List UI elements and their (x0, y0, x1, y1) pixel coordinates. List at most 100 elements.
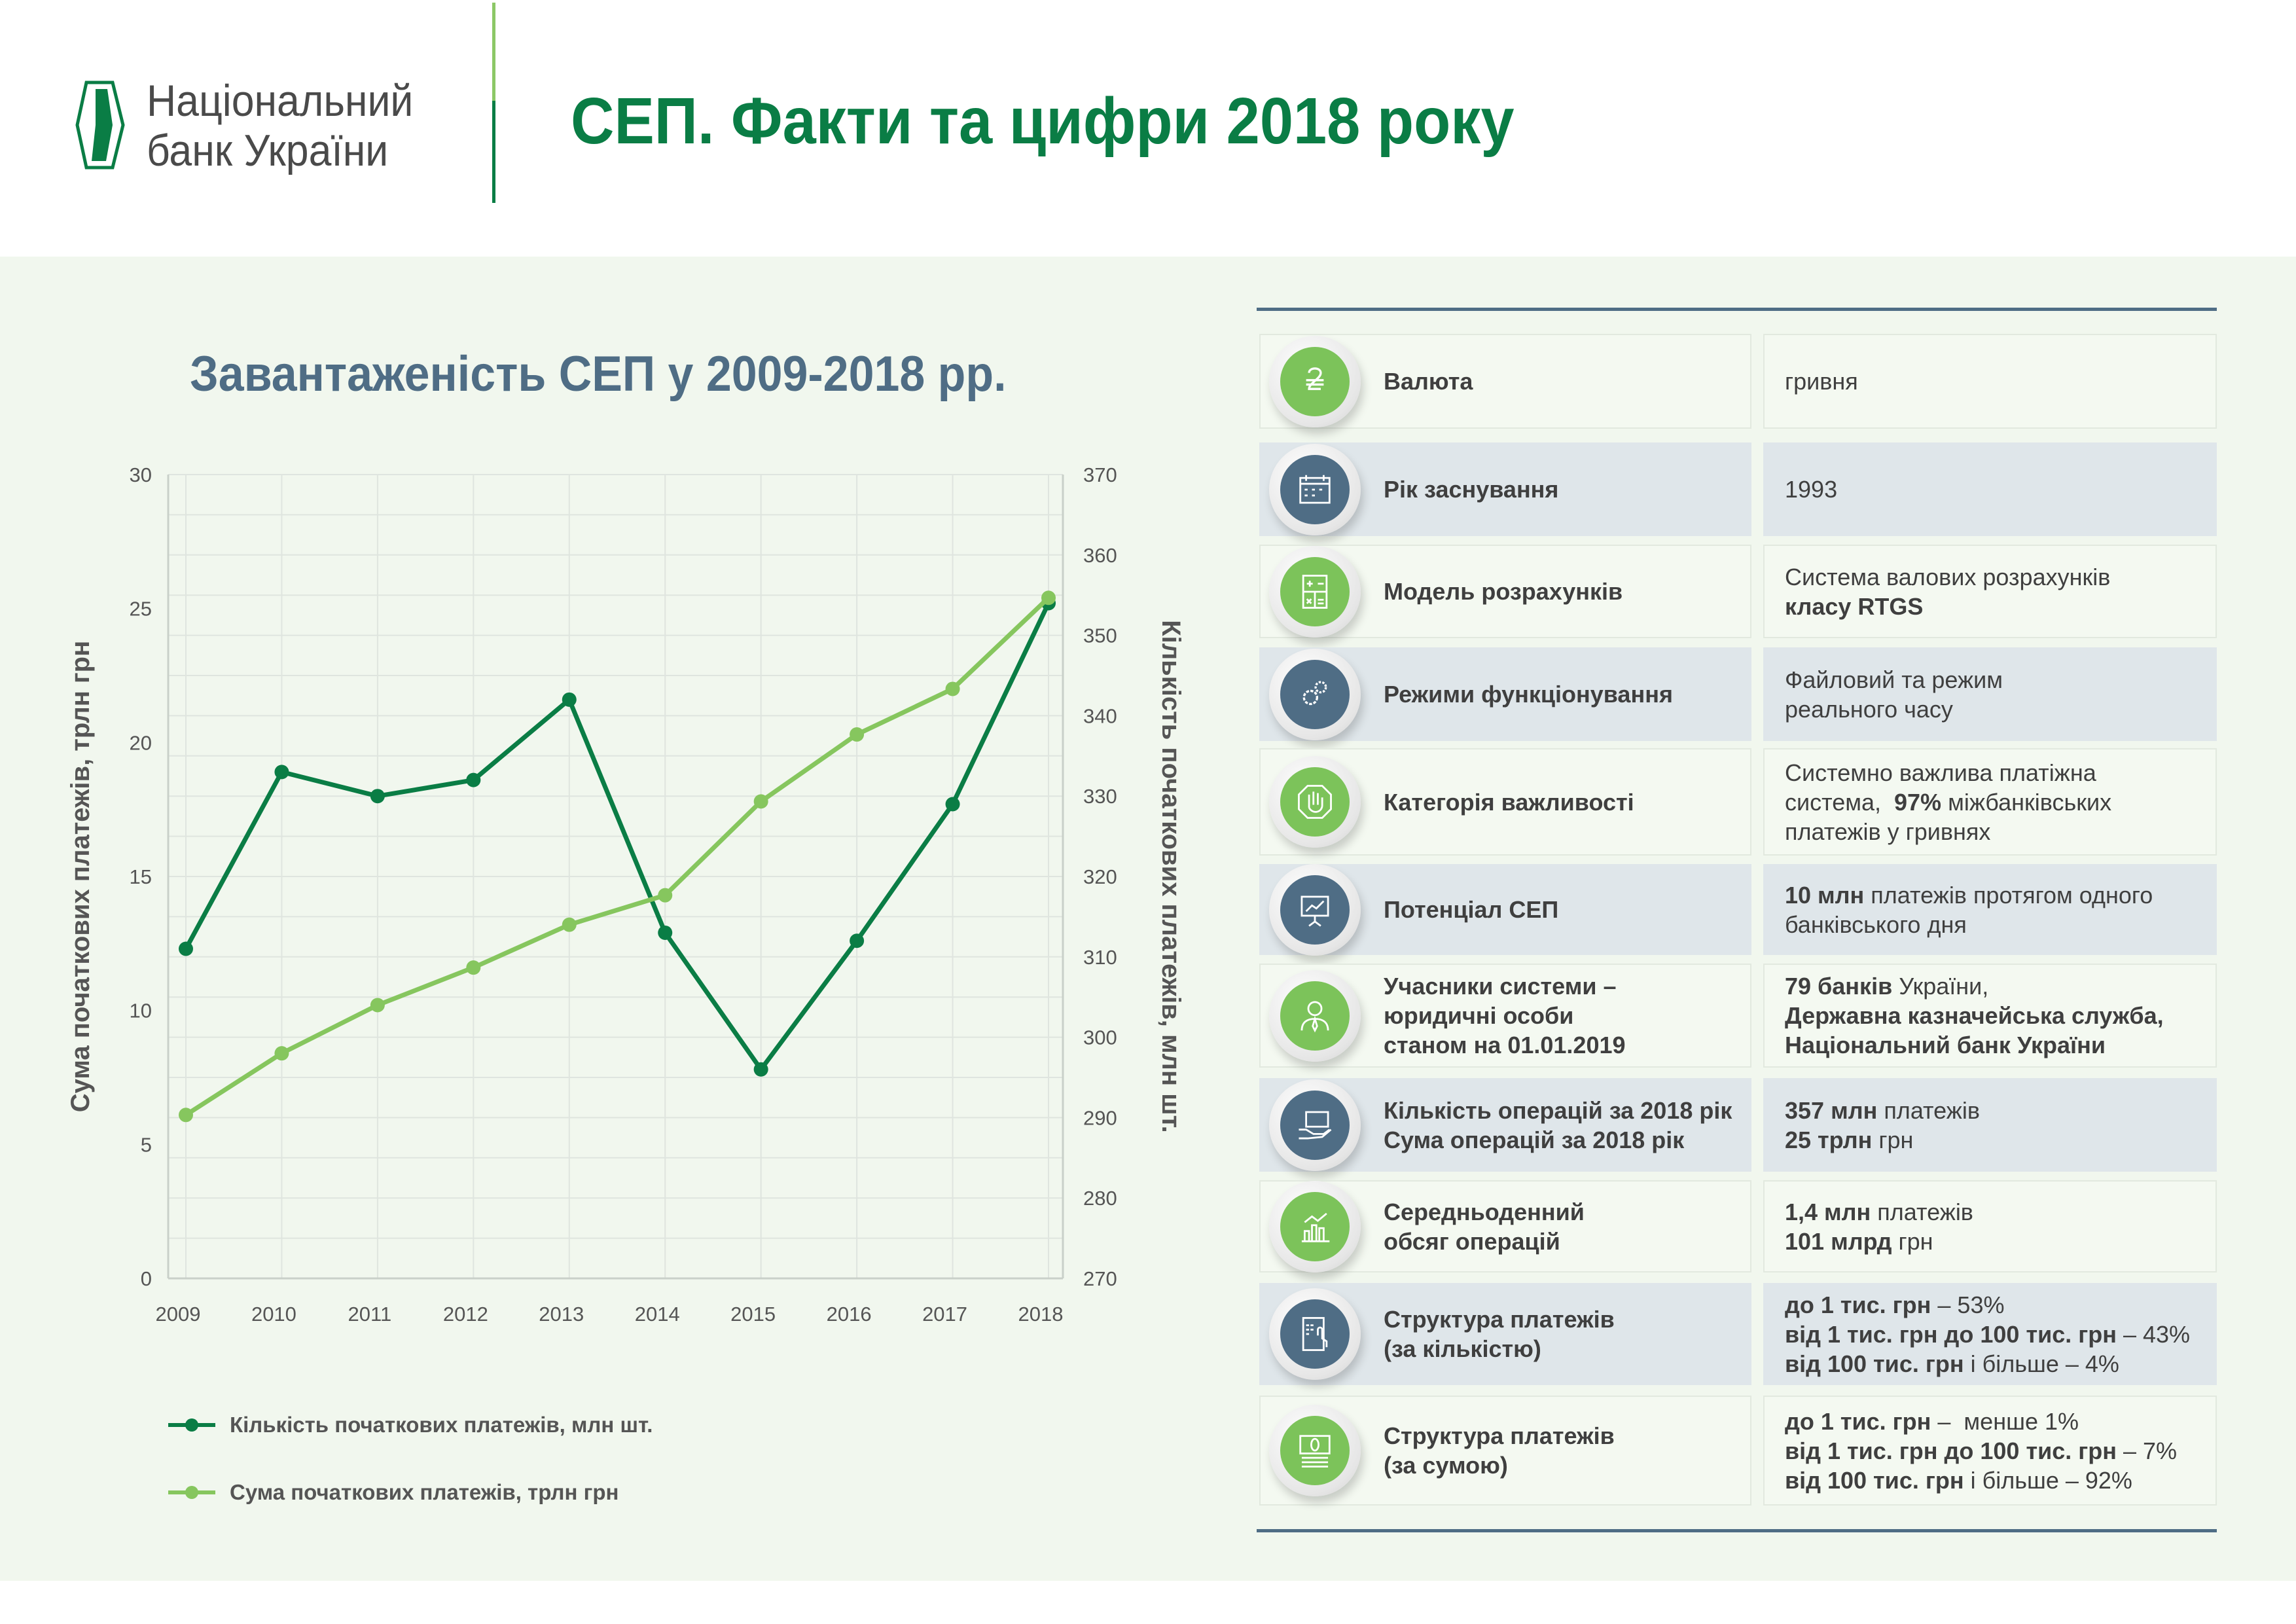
right-tick-label: 340 (1083, 704, 1117, 727)
fact-value-line: 10 млн платежів протягом одного (1785, 880, 2153, 910)
fact-label-line: Сума операцій за 2018 рік (1384, 1126, 1685, 1153)
fact-value-emphasis: Національний банк України (1785, 1032, 2106, 1058)
fact-label-line: обсяг операцій (1384, 1227, 1560, 1255)
fact-label-line: Середньоденний (1384, 1198, 1585, 1225)
fact-value-cell (1763, 1396, 2217, 1506)
fact-value-line: від 100 тис. грн і більше – 4% (1785, 1349, 2190, 1379)
calculator-icon (1280, 556, 1350, 626)
fact-value: 357 млн платежів 25 трлн грн (1785, 1078, 1980, 1172)
fact-value-text: платежів (1877, 1096, 1980, 1124)
data-point (658, 888, 673, 903)
fact-label: Режими функціонування (1384, 647, 1673, 741)
fact-value-text: реального часу (1785, 695, 1953, 723)
legend-label: Кількість початкових платежів, млн шт. (230, 1413, 653, 1437)
fact-value-text: грн (1872, 1126, 1914, 1153)
fact-label: Категорія важливості (1384, 748, 1634, 856)
fact-value-cell (1763, 748, 2217, 856)
fact-label-line: Структура платежів (1384, 1306, 1615, 1333)
fact-value-text: 1993 (1785, 476, 1838, 503)
fact-value-line: Державна казначейська служба, (1785, 1001, 2164, 1030)
right-tick-label: 370 (1083, 463, 1117, 486)
fact-value-cell (1763, 1283, 2217, 1385)
fact-label: Валюта (1384, 334, 1473, 429)
logo-text: Національний банк України (147, 76, 413, 175)
data-point (945, 797, 960, 812)
icon-badge (1269, 1405, 1361, 1496)
fact-value-emphasis: 10 млн (1785, 881, 1865, 909)
gears-icon (1280, 659, 1350, 729)
fact-label-line: Учасники системи – (1384, 973, 1617, 1000)
legend-item-sum: Сума початкових платежів, трлн грн (168, 1476, 619, 1509)
fact-value: Система валових розрахунків класу RTGS (1785, 545, 2110, 638)
fact-value-emphasis: до 1 тис. грн (1785, 1407, 1931, 1435)
bar-chart-icon (1280, 1191, 1350, 1261)
fact-value-line: система, 97% міжбанківських (1785, 787, 2111, 817)
right-tick-label: 290 (1083, 1106, 1117, 1129)
fact-value-emphasis: 357 млн (1785, 1096, 1878, 1124)
fact-label: Учасники системи – юридичні особи станом н… (1384, 964, 1626, 1068)
legend-item-count: Кількість початкових платежів, млн шт. (168, 1409, 653, 1441)
fact-value-cell (1763, 334, 2217, 429)
fact-value-line: від 100 тис. грн і більше – 92% (1785, 1466, 2177, 1495)
chart-title: Завантаженість СЕП у 2009-2018 рр. (190, 346, 1007, 402)
x-tick-label: 2010 (251, 1303, 296, 1326)
data-point (370, 789, 385, 804)
fact-label-line: Модель розрахунків (1384, 578, 1623, 605)
data-point (274, 1046, 289, 1061)
fact-value: гривня (1785, 334, 1858, 429)
left-tick-label: 15 (130, 865, 152, 888)
data-point (562, 917, 577, 932)
fact-value-emphasis: від 1 тис. грн до 100 тис. грн (1785, 1437, 2117, 1464)
x-tick-label: 2012 (443, 1303, 488, 1326)
fact-value-text: і більше – 92% (1964, 1466, 2132, 1494)
fact-value: Файловий та режим реального часу (1785, 647, 2003, 741)
fact-value-emphasis: 25 трлн (1785, 1126, 1873, 1153)
banknote-icon (1280, 1416, 1350, 1485)
fact-label: Потенціал СЕП (1384, 864, 1558, 955)
fact-label: Рік заснування (1384, 442, 1558, 536)
fact-label-line: Валюта (1384, 368, 1473, 395)
left-tick-label: 0 (141, 1267, 152, 1290)
x-tick-label: 2017 (922, 1303, 967, 1326)
fact-value-emphasis: 101 млрд (1785, 1227, 1892, 1255)
legend-marker-dark (168, 1418, 215, 1432)
fact-value: Системно важлива платіжна система, 97% мі… (1785, 748, 2111, 856)
fact-label-line: Потенціал СЕП (1384, 896, 1559, 923)
fact-value-cell (1763, 647, 2217, 741)
data-point (179, 941, 193, 956)
fact-value-line: до 1 тис. грн – 53% (1785, 1290, 2190, 1320)
fact-label-line: Рік заснування (1384, 476, 1559, 503)
fact-value-line: від 1 тис. грн до 100 тис. грн – 7% (1785, 1436, 2177, 1466)
data-point (1041, 590, 1056, 605)
left-tick-label: 10 (130, 1000, 152, 1022)
fact-value-text: – 7% (2116, 1437, 2178, 1464)
page-title: СЕП. Факти та цифри 2018 року (571, 84, 1515, 158)
right-tick-label: 310 (1083, 946, 1117, 969)
series-line-0 (183, 602, 1051, 1072)
left-axis-title: Сума початкових платежів, трлн грн (66, 641, 95, 1113)
fact-value-cell (1763, 1078, 2217, 1172)
fact-label: Структура платежів (за сумою) (1384, 1396, 1615, 1506)
fact-value-line: гривня (1785, 367, 1858, 396)
header-divider (492, 3, 495, 101)
fact-value-line: 79 банків України, (1785, 971, 2164, 1001)
header-divider (492, 101, 495, 203)
fact-value-line: банківського дня (1785, 910, 2153, 939)
left-tick-label: 25 (130, 598, 152, 621)
person-icon (1280, 981, 1350, 1051)
fact-value-line: 1993 (1785, 475, 1837, 504)
fact-value: 79 банків України, Державна казначейська … (1785, 964, 2164, 1068)
fact-value-text: Файловий та режим (1785, 666, 2003, 693)
fact-value-emphasis: від 100 тис. грн (1785, 1350, 1964, 1377)
fact-label-line: (за кількістю) (1384, 1335, 1541, 1362)
fact-value-text: платежів протягом одного (1864, 881, 2153, 909)
data-point (850, 933, 865, 948)
x-tick-label: 2009 (156, 1303, 201, 1326)
hand-stop-icon (1280, 767, 1350, 837)
fact-value-line: класу RTGS (1785, 592, 2110, 621)
right-axis-title: Кількість початкових платежів, млн шт. (1157, 620, 1185, 1133)
fact-label-line: (за сумою) (1384, 1452, 1508, 1479)
fact-value-text: – 53% (1931, 1291, 2005, 1318)
x-tick-label: 2018 (1018, 1303, 1064, 1326)
fact-label-line: Кількість операцій за 2018 рік (1384, 1096, 1732, 1124)
